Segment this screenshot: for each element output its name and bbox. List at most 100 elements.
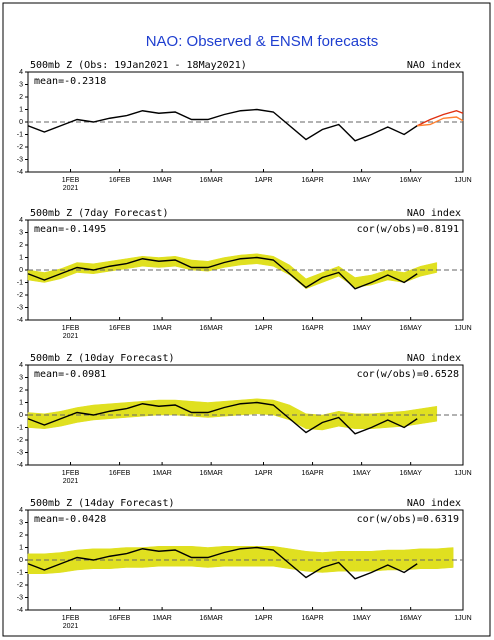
spread-band [240, 398, 258, 416]
x-tick-label: 1APR [254, 177, 272, 184]
x-tick-label: 1APR [254, 470, 272, 477]
x-tick-label: 1FEB [62, 470, 80, 477]
y-tick-label: -1 [17, 424, 23, 431]
spread-band [256, 398, 274, 416]
x-tick-label: 16FEB [109, 470, 131, 477]
x-tick-label: 16MAY [399, 177, 422, 184]
spread-band [142, 255, 160, 268]
panel-title: 500mb Z (10day Forecast) [30, 353, 175, 364]
x-tick-label: 1JUN [454, 470, 472, 477]
panel-title: 500mb Z (7day Forecast) [30, 208, 168, 219]
spread-band [44, 268, 61, 283]
y-tick-label: 4 [19, 507, 23, 514]
x-tick-label: 16MAY [399, 325, 422, 332]
y-tick-label: 2 [19, 532, 23, 539]
x-tick-label: 16APR [301, 325, 323, 332]
y-tick-label: 0 [19, 119, 23, 126]
y-tick-label: 0 [19, 267, 23, 274]
x-tick-label: 16MAR [199, 615, 222, 622]
y-tick-label: 3 [19, 374, 23, 381]
y-tick-label: -1 [17, 131, 23, 138]
y-tick-label: 2 [19, 94, 23, 101]
x-tick-label: 1FEB [62, 325, 80, 332]
x-tick-label: 16MAR [199, 470, 222, 477]
series-line [27, 546, 418, 580]
year-label: 2021 [63, 623, 79, 630]
cor-label: cor(w/obs)=0.8191 [357, 224, 459, 235]
spread-band [322, 550, 339, 573]
cor-label: cor(w/obs)=0.6319 [357, 514, 459, 525]
x-tick-label: 1MAR [152, 177, 171, 184]
y-tick-label: 4 [19, 217, 23, 224]
spread-band [109, 547, 127, 570]
x-tick-label: 1JUN [454, 325, 472, 332]
right-label: NAO index [407, 60, 461, 71]
x-tick-label: 16FEB [109, 325, 131, 332]
series-line [27, 401, 418, 435]
spread-band [158, 399, 176, 416]
y-tick-label: 3 [19, 519, 23, 526]
y-tick-label: 1 [19, 544, 23, 551]
mean-label: mean=-0.2318 [34, 76, 106, 87]
y-tick-label: -1 [17, 279, 23, 286]
x-tick-label: 1JUN [454, 615, 472, 622]
y-tick-label: 4 [19, 69, 23, 76]
x-tick-label: 1JUN [454, 177, 472, 184]
x-tick-label: 16MAR [199, 325, 222, 332]
right-label: NAO index [407, 353, 461, 364]
x-tick-label: 16MAY [399, 615, 422, 622]
y-tick-label: 0 [19, 557, 23, 564]
panel-title: 500mb Z (14day Forecast) [30, 498, 175, 509]
y-tick-label: 2 [19, 242, 23, 249]
spread-band [387, 410, 405, 428]
y-tick-label: 4 [19, 362, 23, 369]
spread-band [338, 551, 356, 572]
x-tick-label: 16FEB [109, 615, 131, 622]
series-line [417, 116, 464, 127]
spread-band [223, 399, 241, 417]
y-tick-label: -4 [17, 607, 23, 614]
y-tick-label: 1 [19, 399, 23, 406]
spread-band [436, 547, 454, 570]
spread-band [403, 408, 421, 427]
mean-label: mean=-0.1495 [34, 224, 106, 235]
year-label: 2021 [63, 185, 79, 192]
spread-band [420, 262, 438, 277]
x-tick-label: 1FEB [62, 177, 80, 184]
y-tick-label: -3 [17, 156, 23, 163]
x-tick-label: 1MAY [352, 325, 371, 332]
x-tick-label: 1FEB [62, 615, 80, 622]
right-label: NAO index [407, 208, 461, 219]
y-tick-label: -3 [17, 594, 23, 601]
x-tick-label: 16MAR [199, 177, 222, 184]
x-tick-label: 1MAR [152, 470, 171, 477]
y-tick-label: 2 [19, 387, 23, 394]
spread-band [354, 551, 372, 572]
y-tick-label: -4 [17, 169, 23, 176]
y-tick-label: -2 [17, 292, 23, 299]
x-tick-label: 1MAY [352, 177, 371, 184]
spread-band [338, 265, 356, 288]
year-label: 2021 [63, 333, 79, 340]
spread-band [158, 255, 176, 268]
y-tick-label: 3 [19, 81, 23, 88]
spread-band [158, 546, 176, 567]
x-tick-label: 16MAY [399, 470, 422, 477]
spread-band [27, 553, 45, 574]
spread-band [125, 547, 143, 568]
y-tick-label: -4 [17, 462, 23, 469]
y-tick-label: -3 [17, 304, 23, 311]
x-tick-label: 16APR [301, 470, 323, 477]
x-tick-label: 1APR [254, 615, 272, 622]
y-tick-label: 0 [19, 412, 23, 419]
y-tick-label: 1 [19, 254, 23, 261]
y-tick-label: -2 [17, 582, 23, 589]
spread-band [44, 552, 61, 575]
y-tick-label: 1 [19, 106, 23, 113]
mean-label: mean=-0.0428 [34, 514, 106, 525]
x-tick-label: 16APR [301, 615, 323, 622]
page-title: NAO: Observed & ENSM forecasts [146, 33, 379, 50]
series-line [27, 108, 418, 142]
